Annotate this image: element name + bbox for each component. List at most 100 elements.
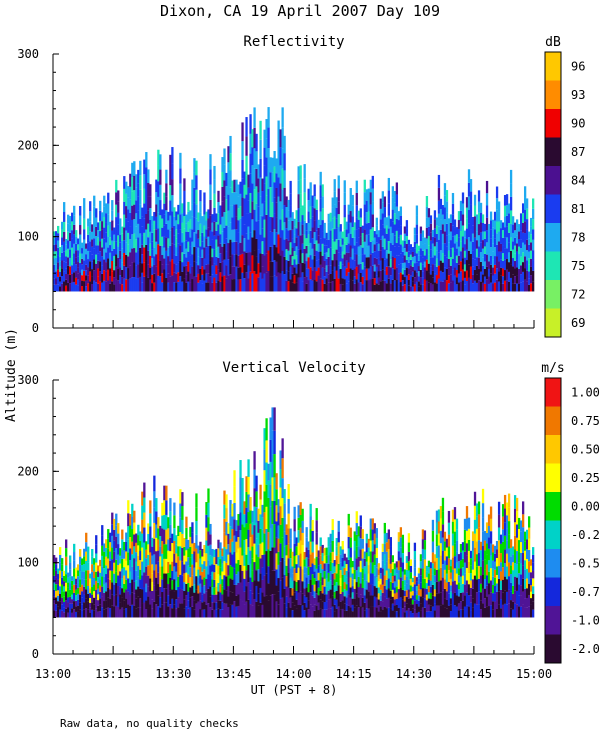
data-cell	[261, 278, 264, 292]
data-cell	[223, 275, 226, 292]
data-cell	[379, 595, 382, 601]
data-cell	[107, 568, 110, 579]
data-cell	[369, 529, 372, 541]
data-cell	[293, 259, 296, 268]
data-cell	[409, 286, 413, 292]
data-cell	[249, 114, 252, 134]
data-cell	[383, 217, 386, 229]
data-cell	[57, 284, 60, 292]
data-cell	[391, 221, 394, 233]
data-cell	[273, 213, 276, 230]
data-cell	[349, 557, 352, 568]
data-cell	[181, 242, 184, 253]
data-cell	[361, 578, 364, 589]
data-cell	[319, 251, 322, 265]
data-cell	[527, 550, 531, 562]
data-cell	[457, 237, 461, 247]
data-cell	[319, 185, 322, 199]
data-cell	[115, 217, 118, 230]
data-cell	[301, 557, 304, 570]
colorbar-label: 72	[571, 287, 585, 301]
data-cell	[373, 586, 376, 597]
data-cell	[233, 535, 236, 553]
data-cell	[353, 588, 356, 599]
data-cell	[443, 243, 447, 256]
data-cell	[211, 548, 214, 557]
data-cell	[333, 591, 336, 599]
data-cell	[511, 546, 515, 555]
data-cell	[303, 220, 306, 235]
data-cell	[279, 183, 282, 202]
data-cell	[203, 269, 206, 281]
data-cell	[273, 477, 276, 501]
data-cell	[337, 563, 340, 575]
data-cell	[393, 605, 397, 612]
data-cell	[157, 181, 160, 197]
data-cell	[221, 556, 224, 564]
data-cell	[349, 537, 352, 548]
data-cell	[321, 267, 324, 280]
data-cell	[89, 281, 92, 292]
data-cell	[203, 601, 206, 610]
data-cell	[385, 274, 388, 284]
data-cell	[267, 480, 270, 498]
data-cell	[325, 271, 328, 279]
data-cell	[367, 573, 370, 583]
data-cell	[477, 280, 481, 292]
data-cell	[113, 241, 116, 249]
data-cell	[137, 545, 140, 556]
data-cell	[503, 563, 507, 577]
data-cell	[147, 523, 150, 534]
data-cell	[95, 599, 98, 609]
data-cell	[489, 555, 493, 569]
data-cell	[317, 243, 320, 252]
data-cell	[493, 553, 497, 562]
data-cell	[75, 264, 78, 272]
data-cell	[309, 516, 312, 530]
data-cell	[175, 273, 178, 283]
data-cell	[365, 223, 368, 235]
data-cell	[153, 570, 156, 586]
data-cell	[105, 565, 108, 575]
data-cell	[125, 541, 128, 552]
data-cell	[303, 559, 306, 567]
x-tick-label: 14:15	[336, 667, 372, 681]
data-cell	[361, 284, 364, 292]
data-cell	[321, 255, 324, 268]
data-cell	[189, 597, 192, 608]
data-cell	[401, 240, 405, 247]
data-cell	[437, 226, 441, 240]
data-cell	[413, 575, 417, 585]
data-cell	[451, 605, 455, 618]
data-cell	[435, 283, 439, 292]
data-cell	[335, 228, 338, 240]
data-cell	[67, 231, 70, 241]
data-cell	[441, 564, 445, 578]
data-cell	[221, 548, 224, 557]
data-cell	[105, 281, 108, 292]
data-cell	[125, 267, 128, 280]
data-cell	[139, 218, 142, 234]
data-cell	[233, 229, 236, 242]
data-cell	[499, 580, 503, 590]
data-cell	[439, 240, 443, 251]
data-cell	[129, 226, 132, 240]
data-cell	[237, 243, 240, 256]
data-cell	[123, 240, 126, 253]
data-cell	[157, 259, 160, 276]
data-cell	[205, 502, 208, 515]
data-cell	[309, 554, 312, 567]
data-cell	[289, 538, 292, 549]
data-cell	[433, 219, 437, 229]
data-cell	[515, 275, 519, 284]
data-cell	[167, 220, 170, 230]
data-cell	[183, 564, 186, 574]
data-cell	[335, 590, 338, 600]
data-cell	[195, 507, 198, 521]
data-cell	[367, 188, 370, 201]
data-cell	[361, 247, 364, 255]
data-cell	[69, 596, 72, 604]
data-cell	[425, 583, 429, 589]
data-cell	[315, 508, 318, 521]
data-cell	[205, 282, 208, 292]
